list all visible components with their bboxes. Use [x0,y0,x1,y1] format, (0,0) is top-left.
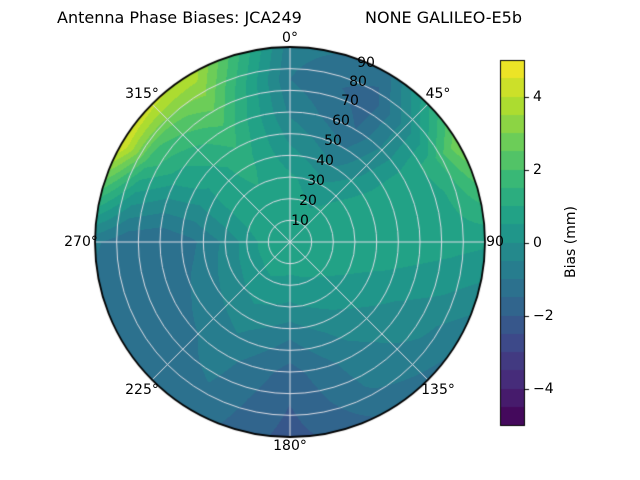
radial-tick-label-10: 10 [291,213,309,229]
angle-tick-label-0: 0° [282,30,298,46]
radial-tick-label-90: 90 [357,55,375,71]
angle-tick-label-180: 180° [273,438,307,454]
colorbar-tick-label-m4: −4 [533,381,554,397]
colorbar-tick-label-2: 2 [533,162,542,178]
radial-tick-label-30: 30 [307,173,325,189]
radial-tick-label-80: 80 [349,74,367,90]
radial-tick-label-50: 50 [324,133,342,149]
angle-tick-label-225: 225° [125,382,159,398]
radial-tick-label-20: 20 [299,193,317,209]
angle-tick-label-90: 90 [486,234,504,250]
angle-tick-label-315: 315° [125,86,159,102]
figure-title-right: NONE GALILEO-E5b [365,8,522,27]
radial-tick-label-40: 40 [316,153,334,169]
angle-tick-label-270: 270° [64,234,98,250]
angle-tick-label-135: 135° [421,382,455,398]
radial-tick-label-60: 60 [332,113,350,129]
figure-title-left: Antenna Phase Biases: JCA249 [57,8,302,27]
colorbar-axis-label: Bias (mm) [563,205,579,279]
colorbar-tick-label-4: 4 [533,89,542,105]
radial-tick-label-70: 70 [341,93,359,109]
colorbar-tick-label-m2: −2 [533,308,554,324]
angle-tick-label-45: 45° [425,86,451,102]
colorbar-tick-label-0: 0 [533,235,542,251]
